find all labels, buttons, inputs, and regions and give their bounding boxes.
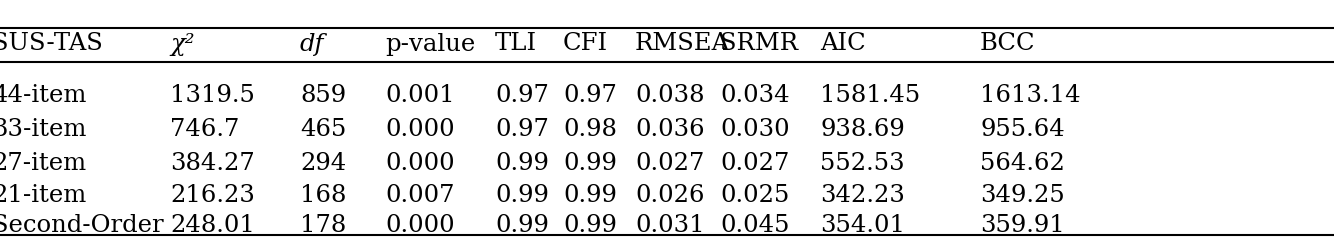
Text: 354.01: 354.01 [820, 214, 904, 237]
Text: 359.91: 359.91 [980, 214, 1065, 237]
Text: 0.000: 0.000 [386, 151, 455, 174]
Text: 0.027: 0.027 [720, 151, 790, 174]
Text: df: df [300, 32, 324, 55]
Text: 0.97: 0.97 [495, 119, 548, 142]
Text: 0.034: 0.034 [720, 83, 790, 106]
Text: RMSEA: RMSEA [635, 32, 730, 55]
Text: 746.7: 746.7 [169, 119, 239, 142]
Text: 0.99: 0.99 [495, 184, 548, 207]
Text: 0.031: 0.031 [635, 214, 704, 237]
Text: Second-Order: Second-Order [0, 214, 164, 237]
Text: 552.53: 552.53 [820, 151, 904, 174]
Text: 294: 294 [300, 151, 347, 174]
Text: 0.99: 0.99 [563, 184, 616, 207]
Text: 27-item: 27-item [0, 151, 87, 174]
Text: SUS-TAS: SUS-TAS [0, 32, 103, 55]
Text: TLI: TLI [495, 32, 538, 55]
Text: 0.97: 0.97 [495, 83, 548, 106]
Text: CFI: CFI [563, 32, 608, 55]
Text: 21-item: 21-item [0, 184, 87, 207]
Text: 0.99: 0.99 [563, 214, 616, 237]
Text: 859: 859 [300, 83, 346, 106]
Text: BCC: BCC [980, 32, 1035, 55]
Text: 1581.45: 1581.45 [820, 83, 920, 106]
Text: 0.99: 0.99 [495, 214, 548, 237]
Text: 0.045: 0.045 [720, 214, 790, 237]
Text: 0.027: 0.027 [635, 151, 704, 174]
Text: 938.69: 938.69 [820, 119, 904, 142]
Text: 0.001: 0.001 [386, 83, 455, 106]
Text: 168: 168 [300, 184, 347, 207]
Text: 0.99: 0.99 [563, 151, 616, 174]
Text: 955.64: 955.64 [980, 119, 1065, 142]
Text: 44-item: 44-item [0, 83, 87, 106]
Text: 0.000: 0.000 [386, 214, 455, 237]
Text: 0.97: 0.97 [563, 83, 616, 106]
Text: AIC: AIC [820, 32, 866, 55]
Text: 1319.5: 1319.5 [169, 83, 255, 106]
Text: 564.62: 564.62 [980, 151, 1065, 174]
Text: 248.01: 248.01 [169, 214, 255, 237]
Text: χ²: χ² [169, 32, 195, 55]
Text: 349.25: 349.25 [980, 184, 1065, 207]
Text: 0.000: 0.000 [386, 119, 455, 142]
Text: 1613.14: 1613.14 [980, 83, 1081, 106]
Text: 0.026: 0.026 [635, 184, 704, 207]
Text: 0.98: 0.98 [563, 119, 616, 142]
Text: 342.23: 342.23 [820, 184, 904, 207]
Text: 384.27: 384.27 [169, 151, 255, 174]
Text: 0.030: 0.030 [720, 119, 790, 142]
Text: 0.038: 0.038 [635, 83, 704, 106]
Text: 33-item: 33-item [0, 119, 87, 142]
Text: 0.99: 0.99 [495, 151, 548, 174]
Text: 216.23: 216.23 [169, 184, 255, 207]
Text: 0.007: 0.007 [386, 184, 455, 207]
Text: p-value: p-value [386, 32, 475, 55]
Text: 178: 178 [300, 214, 347, 237]
Text: 0.025: 0.025 [720, 184, 790, 207]
Text: 0.036: 0.036 [635, 119, 704, 142]
Text: 465: 465 [300, 119, 347, 142]
Text: SRMR: SRMR [720, 32, 798, 55]
